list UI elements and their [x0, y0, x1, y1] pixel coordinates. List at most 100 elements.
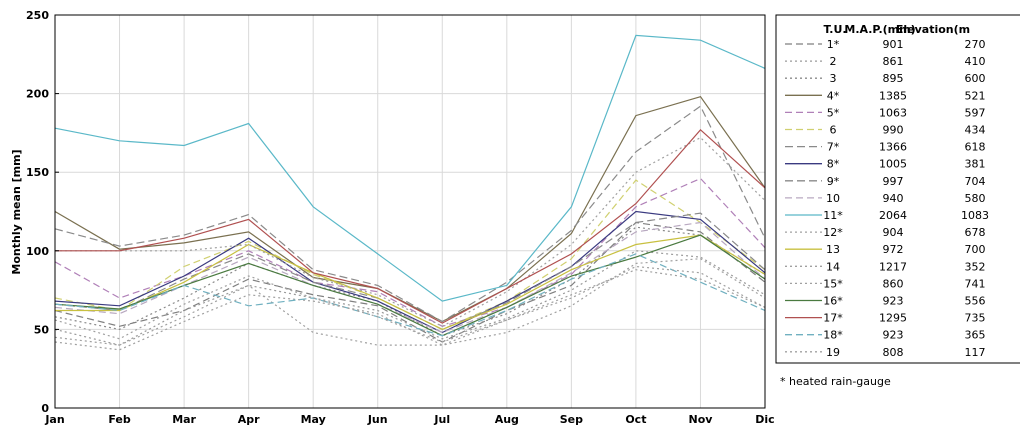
legend-header: Elevation(m — [896, 23, 970, 36]
legend-elevation: 735 — [965, 312, 986, 325]
legend-map: 1366 — [879, 141, 907, 154]
series-line-6 — [54, 179, 766, 331]
legend-elevation: 556 — [965, 295, 986, 308]
x-tick-label: Feb — [108, 413, 131, 425]
series-lines — [54, 34, 766, 351]
x-tick-label: Nov — [688, 413, 713, 425]
legend-elevation: 410 — [965, 55, 986, 68]
series-line-7-heated — [54, 105, 766, 323]
legend-header: T.U. — [823, 23, 846, 36]
legend-tu: 11* — [823, 209, 843, 222]
legend-elevation: 381 — [965, 158, 986, 171]
x-tick-label: Oct — [625, 413, 646, 425]
series-line-13 — [55, 234, 766, 331]
legend-elevation: 700 — [965, 243, 986, 256]
legend-elevation: 1083 — [961, 209, 989, 222]
legend-elevation: 580 — [965, 192, 986, 205]
series-line-17-heated — [55, 128, 766, 324]
series-line-4-heated — [54, 96, 766, 323]
legend-map: 1005 — [879, 158, 907, 171]
grid — [54, 14, 766, 409]
legend-map: 895 — [883, 72, 904, 85]
legend-map: 997 — [883, 175, 904, 188]
legend-map: 861 — [883, 55, 904, 68]
legend-map: 923 — [883, 329, 904, 342]
legend-elevation: 270 — [965, 38, 986, 51]
legend-elevation: 352 — [965, 260, 986, 273]
legend-elevation: 117 — [965, 346, 986, 359]
legend-tu: 8* — [827, 158, 840, 171]
legend-tu: 4* — [827, 89, 840, 102]
x-axis-ticks: Jan Feb Mar Apr May Jun Jul Aug Sep Oct Nov Dic — [44, 413, 774, 425]
series-line-12-heated — [54, 258, 766, 346]
y-tick-label: 250 — [26, 9, 49, 22]
x-tick-label: Apr — [238, 413, 260, 425]
legend-tu: 18* — [823, 329, 843, 342]
series-line-19 — [54, 265, 766, 343]
legend-elevation: 365 — [965, 329, 986, 342]
legend-map: 860 — [883, 277, 904, 290]
legend-tu: 14 — [826, 260, 840, 273]
series-line-16-heated — [54, 234, 766, 337]
legend-tu: 5* — [827, 106, 840, 119]
y-axis-label: Monthly mean [mm] — [10, 149, 23, 274]
legend-elevation: 704 — [965, 175, 986, 188]
legend-elevation: 600 — [965, 72, 986, 85]
legend-tu: 19 — [826, 346, 840, 359]
y-tick-label: 50 — [34, 323, 50, 336]
x-tick-label: Jul — [433, 413, 450, 425]
legend-entries: T.U.M.A.P.(mm)Elevation(m 1* 901 270 2 861 410… — [785, 23, 989, 359]
legend-box — [775, 14, 1020, 364]
series-line-8-heated — [54, 210, 766, 334]
legend-elevation: 597 — [965, 106, 986, 119]
legend-map: 940 — [883, 192, 904, 205]
series-line-11-heated — [54, 34, 766, 302]
legend-tu: 15* — [823, 277, 843, 290]
x-tick-label: Jan — [44, 413, 64, 425]
x-tick-label: Dic — [755, 413, 774, 425]
legend-elevation: 618 — [965, 141, 986, 154]
plot-frame — [54, 14, 766, 409]
series-line-5-heated — [54, 177, 766, 327]
legend-tu: 13 — [826, 243, 840, 256]
legend-header: M.A.P.(mm) — [844, 23, 915, 36]
x-tick-label: Jun — [367, 413, 388, 425]
series-line-14 — [55, 136, 766, 327]
legend-map: 1295 — [879, 312, 907, 325]
legend-tu: 1* — [827, 38, 840, 51]
legend-tu: 12* — [823, 226, 843, 239]
x-tick-label: Sep — [560, 413, 583, 425]
legend-map: 904 — [883, 226, 904, 239]
x-tick-label: May — [301, 413, 326, 425]
legend-tu: 2 — [830, 55, 837, 68]
legend-map: 901 — [883, 38, 904, 51]
y-tick-label: 0 — [41, 402, 49, 415]
legend-map: 1385 — [879, 89, 907, 102]
x-tick-label: Aug — [495, 413, 519, 425]
y-axis-ticks: 0 50 100 150 200 250 — [26, 9, 59, 415]
legend-tu: 10 — [826, 192, 840, 205]
series-line-3 — [54, 226, 766, 337]
y-tick-label: 200 — [26, 88, 49, 101]
footnote: * heated rain-gauge — [780, 375, 891, 388]
legend-tu: 9* — [827, 175, 840, 188]
legend-map: 923 — [883, 295, 904, 308]
legend-tu: 6 — [830, 124, 837, 137]
legend-map: 2064 — [879, 209, 907, 222]
legend-elevation: 434 — [965, 124, 986, 137]
legend-tu: 16* — [823, 295, 843, 308]
legend: T.U.M.A.P.(mm)Elevation(m 1* 901 270 2 861 410… — [775, 14, 1020, 364]
series-line-18-heated — [54, 253, 766, 337]
legend-elevation: 741 — [965, 277, 986, 290]
legend-map: 1217 — [879, 260, 907, 273]
legend-elevation: 678 — [965, 226, 986, 239]
y-tick-label: 150 — [26, 166, 49, 179]
legend-tu: 17* — [823, 312, 843, 325]
legend-tu: 7* — [827, 141, 840, 154]
legend-map: 1063 — [879, 106, 907, 119]
series-line-1-heated — [54, 221, 766, 343]
legend-map: 808 — [883, 346, 904, 359]
legend-map: 972 — [883, 243, 904, 256]
x-tick-label: Mar — [172, 413, 196, 425]
